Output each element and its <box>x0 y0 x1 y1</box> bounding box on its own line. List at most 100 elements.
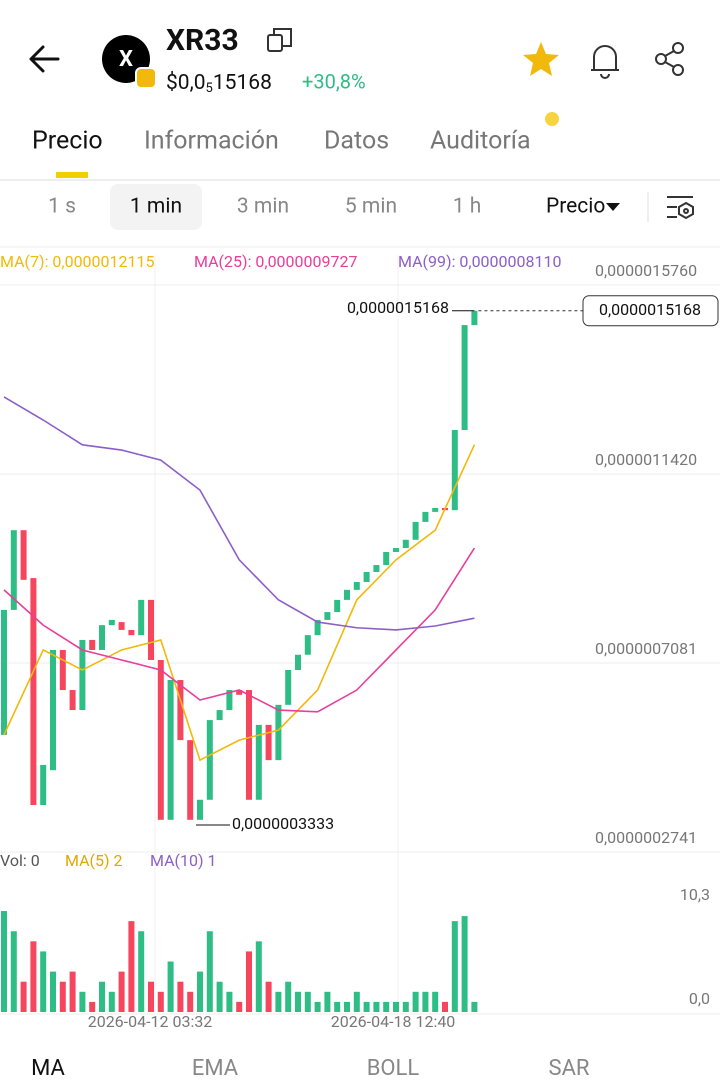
interval[interactable]: 1 h <box>453 195 482 219</box>
candle <box>79 639 86 711</box>
candle <box>167 680 174 820</box>
interval-selected <box>110 184 202 230</box>
tab[interactable]: Auditoría <box>430 127 531 156</box>
candle <box>89 639 96 650</box>
volume-bar <box>363 1001 370 1012</box>
candle <box>393 548 399 552</box>
candle <box>304 635 311 655</box>
volume-bar <box>187 991 194 1012</box>
ma-legend: MA(25): 0,0000009727 <box>194 252 357 271</box>
interval[interactable]: 1 s <box>48 195 76 219</box>
candle <box>69 690 76 711</box>
time-label: 2026-04-18 12:40 <box>331 1012 456 1031</box>
volume-bar <box>304 991 311 1012</box>
bell-icon[interactable] <box>591 45 619 79</box>
indicator-tab[interactable]: EMA <box>192 1056 239 1081</box>
volume-legend: Vol: 0 <box>0 851 40 870</box>
candle <box>402 539 409 549</box>
tab[interactable]: Información <box>144 127 279 156</box>
volume-bar <box>442 1001 448 1012</box>
candle <box>295 654 301 670</box>
change: +30,8% <box>302 69 366 93</box>
volume-bar <box>255 941 262 1012</box>
candle <box>177 680 184 741</box>
candle <box>363 572 370 583</box>
y-tick-label: 0,0000011420 <box>595 450 697 469</box>
ma-line <box>3 547 476 713</box>
interval[interactable]: 5 min <box>345 195 397 219</box>
candle <box>99 625 105 650</box>
indicator-tab[interactable]: SAR <box>549 1056 590 1081</box>
candle <box>383 551 390 566</box>
candle <box>108 619 115 626</box>
chain-badge <box>135 67 157 89</box>
candle <box>187 740 194 820</box>
volume-bar <box>128 921 135 1012</box>
volume-bar <box>373 1001 380 1012</box>
favorite-star[interactable] <box>523 42 559 76</box>
volume-bar <box>265 981 272 1012</box>
candle <box>206 720 213 800</box>
tab-dot <box>545 112 559 126</box>
high-label: 0,0000015168 <box>347 298 449 317</box>
price-menu[interactable]: Precio <box>546 195 605 219</box>
candle <box>412 521 419 540</box>
volume-bar <box>246 951 252 1012</box>
volume-bar <box>451 921 458 1012</box>
interval[interactable]: 3 min <box>237 195 289 219</box>
ma-legend: MA(7): 0,0000012115 <box>0 252 155 271</box>
volume-bar <box>324 991 331 1012</box>
volume-bar <box>79 991 86 1012</box>
y-tick-label: 0,0000007081 <box>595 639 697 658</box>
indicator-tab[interactable]: MA <box>31 1056 65 1081</box>
ma-line <box>3 396 475 631</box>
tab[interactable]: Precio <box>32 127 103 156</box>
volume-bar <box>422 991 429 1012</box>
volume-bar <box>432 991 439 1012</box>
volume-bar <box>167 961 174 1012</box>
tab[interactable]: Datos <box>324 127 389 156</box>
ma-legend: MA(99): 0,0000008110 <box>398 252 561 271</box>
candle <box>197 799 203 820</box>
share-icon[interactable] <box>655 42 684 76</box>
volume-tick-label: 0,0 <box>689 989 710 1008</box>
candle <box>285 669 292 705</box>
indicator-tab[interactable]: BOLL <box>367 1056 420 1081</box>
volume-bar <box>89 1001 96 1012</box>
candle <box>40 764 47 806</box>
y-tick-label: 0,0000002741 <box>595 828 697 847</box>
volume-bar <box>197 971 203 1012</box>
candle <box>128 629 135 636</box>
volume-legend: MA(5) 2 <box>65 851 123 870</box>
candle <box>324 612 331 620</box>
ma-line <box>3 444 476 762</box>
candle <box>334 599 341 613</box>
candle <box>118 622 125 630</box>
candle <box>148 599 154 660</box>
y-tick-label: 0,0000015760 <box>595 261 697 280</box>
volume-bar <box>285 981 292 1012</box>
volume-bar <box>344 1001 350 1012</box>
volume-bar <box>10 931 17 1012</box>
last-price-box <box>582 295 719 327</box>
candle <box>59 649 66 691</box>
candle <box>265 724 272 761</box>
candle <box>138 599 145 636</box>
copy-icon[interactable] <box>267 28 292 52</box>
candle <box>50 649 56 771</box>
candle <box>1 609 7 735</box>
candle <box>373 565 380 573</box>
interval[interactable]: 1 min <box>130 195 182 219</box>
price: $0,0515168 <box>166 71 272 97</box>
volume-bar <box>99 981 105 1012</box>
time-label: 2026-04-12 03:32 <box>88 1012 213 1031</box>
volume-bar <box>148 981 154 1012</box>
volume-tick-label: 10,3 <box>680 885 710 904</box>
back-button[interactable] <box>29 45 60 73</box>
candle <box>353 582 360 590</box>
menu-caret <box>606 203 620 211</box>
volume-bar <box>461 916 468 1012</box>
settings-icon[interactable] <box>667 196 694 220</box>
candle <box>20 530 27 580</box>
candle <box>344 589 350 600</box>
